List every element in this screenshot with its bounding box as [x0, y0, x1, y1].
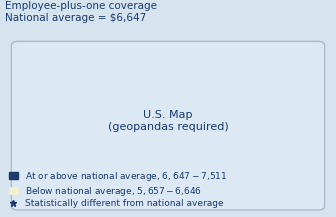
- Text: U.S. Map
(geopandas required): U.S. Map (geopandas required): [108, 110, 228, 132]
- Text: Employee-plus-one coverage
National average = $6,647: Employee-plus-one coverage National aver…: [5, 1, 157, 23]
- Legend: At or above national average, $6,647 - $7,511, Below national average, $5,657 - : At or above national average, $6,647 - $…: [6, 167, 230, 211]
- FancyBboxPatch shape: [11, 41, 325, 210]
